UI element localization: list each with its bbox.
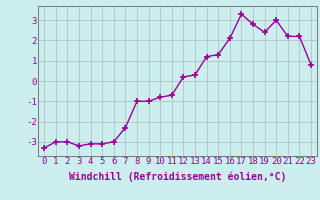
X-axis label: Windchill (Refroidissement éolien,°C): Windchill (Refroidissement éolien,°C): [69, 172, 286, 182]
